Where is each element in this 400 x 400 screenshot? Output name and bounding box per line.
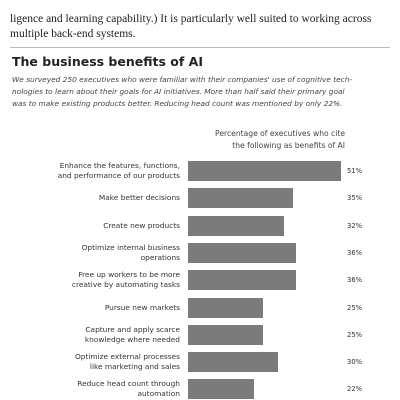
category-label: Free up workers to be more creative by a…	[71, 270, 180, 290]
value-label: 32%	[347, 221, 363, 230]
bar	[188, 161, 341, 181]
category-label: Pursue new markets	[104, 302, 180, 312]
body-text-line: ligence and learning capability.) It is …	[10, 13, 372, 25]
category-label: Capture and apply scarce knowledge where…	[84, 324, 180, 344]
value-label: 35%	[347, 194, 363, 203]
value-label: 30%	[347, 358, 363, 367]
axis-label: Percentage of executives who cite the fo…	[215, 129, 345, 150]
bar	[188, 324, 263, 345]
bar	[188, 352, 278, 373]
category-label: Create new products	[103, 220, 180, 230]
value-label: 36%	[347, 248, 363, 257]
category-label: Optimize external processes like marketi…	[74, 352, 180, 372]
category-label: Make better decisions	[98, 193, 180, 203]
bar	[188, 188, 293, 209]
bar	[188, 215, 284, 236]
bar	[188, 379, 254, 400]
category-label: Reduce head count through automation	[77, 379, 180, 399]
divider	[10, 47, 390, 48]
bar	[188, 270, 296, 291]
value-label: 22%	[347, 385, 363, 394]
value-label: 25%	[347, 330, 363, 339]
chart-title: The business benefits of AI	[12, 54, 203, 69]
category-label: Optimize internal business operations	[81, 242, 180, 262]
value-label: 51%	[347, 167, 363, 175]
value-label: 25%	[347, 303, 363, 312]
value-label: 36%	[347, 276, 363, 285]
category-label: Enhance the features, functions, and per…	[57, 161, 180, 180]
bar	[188, 242, 296, 263]
chart-subtitle: We surveyed 250 executives who were fami…	[12, 75, 353, 108]
body-text-line: multiple back-end systems.	[10, 28, 136, 40]
bar	[188, 297, 263, 318]
